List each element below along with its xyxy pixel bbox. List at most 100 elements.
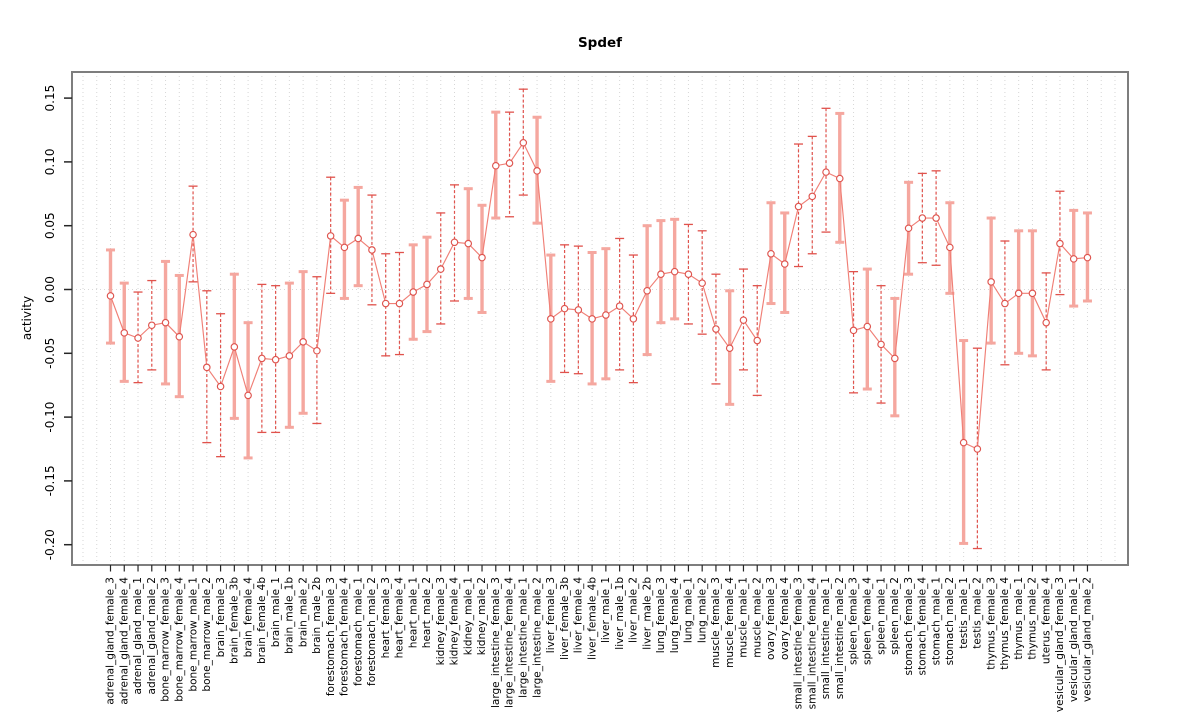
data-point — [203, 363, 211, 372]
error-bar — [917, 172, 927, 264]
data-point — [725, 344, 734, 352]
x-tick-label: adrenal_gland_male_1 — [132, 577, 144, 694]
data-point — [285, 352, 294, 360]
chart-title: Spdef — [577, 35, 623, 51]
x-tick-label: small_intestine_female_4 — [806, 577, 818, 710]
y-tick-label: 0.05 — [43, 212, 57, 239]
data-point — [863, 322, 872, 331]
x-tick-label: heart_female_3 — [380, 577, 392, 658]
error-bar — [1055, 190, 1065, 296]
x-tick-label: muscle_male_1 — [738, 577, 750, 658]
x-tick-label: liver_male_1b — [614, 577, 626, 650]
y-axis-title: activity — [20, 295, 34, 341]
data-point — [175, 332, 184, 341]
x-tick-label: brain_female_3b — [229, 577, 241, 664]
data-point — [808, 192, 817, 201]
error-bar — [147, 279, 157, 371]
data-point — [1083, 253, 1092, 262]
x-tick-label: spleen_male_2 — [889, 577, 901, 655]
data-point — [698, 279, 706, 287]
data-point — [959, 438, 968, 447]
data-point — [326, 232, 335, 240]
data-point — [464, 239, 473, 248]
data-point — [946, 243, 954, 252]
data-point — [368, 246, 376, 254]
x-tick-label: forestomach_female_4 — [339, 577, 351, 696]
data-point — [120, 329, 129, 337]
data-point — [904, 224, 913, 233]
data-point — [1069, 255, 1078, 263]
data-point — [381, 299, 390, 308]
error-bar — [615, 237, 625, 371]
data-point — [643, 287, 651, 295]
y-tick-label: -0.05 — [43, 338, 57, 369]
data-point — [836, 174, 844, 183]
data-point — [1056, 239, 1064, 248]
x-tick-label: lung_female_4 — [669, 577, 681, 654]
data-point — [767, 249, 775, 258]
error-bar — [216, 313, 226, 458]
data-point — [973, 445, 982, 453]
x-tick-label: vesicular_gland_male_1 — [1068, 577, 1080, 702]
data-point — [1001, 299, 1009, 308]
x-tick-label: muscle_male_2 — [751, 577, 763, 658]
x-tick-label: stomach_male_2 — [944, 577, 956, 665]
data-point — [423, 280, 431, 289]
x-tick-label: large_intestine_male_1 — [518, 577, 530, 698]
data-point — [684, 270, 693, 278]
x-tick-label: brain_female_4b — [256, 577, 268, 664]
error-bar — [394, 251, 404, 356]
x-tick-label: testis_male_2 — [972, 577, 984, 649]
y-tick-label: 0.00 — [43, 276, 57, 303]
x-tick-label: small_intestine_male_1 — [820, 577, 832, 699]
x-tick-label: uterus_female_4 — [1040, 577, 1052, 664]
data-point — [849, 326, 858, 335]
x-tick-label: ovary_female_4 — [779, 577, 791, 660]
data-point — [492, 161, 500, 170]
data-point — [161, 318, 170, 327]
data-point — [588, 315, 596, 323]
x-tick-label: small_intestine_male_2 — [834, 577, 846, 699]
y-tick-label: 0.15 — [43, 85, 57, 112]
x-tick-label: kidney_female_4 — [449, 577, 461, 666]
x-tick-label: stomach_male_1 — [930, 577, 942, 665]
x-tick-label: muscle_female_3 — [710, 577, 722, 668]
data-point — [258, 354, 266, 363]
error-bar — [1000, 240, 1010, 366]
data-point — [780, 260, 789, 268]
x-tick-label: liver_male_2b — [641, 577, 653, 650]
data-point — [148, 321, 156, 330]
error-bar — [821, 107, 831, 233]
data-point — [987, 278, 995, 286]
x-tick-label: adrenal_gland_female_3 — [105, 577, 117, 705]
x-tick-label: spleen_female_3 — [848, 577, 860, 665]
error-bar — [697, 230, 707, 335]
data-points — [106, 138, 1092, 453]
error-bar — [794, 143, 803, 268]
data-point — [134, 334, 142, 342]
data-point — [313, 346, 321, 355]
data-point — [519, 138, 528, 147]
x-tick-label: brain_male_1 — [270, 577, 282, 647]
data-point — [739, 316, 748, 324]
x-tick-label: heart_male_1 — [407, 577, 419, 648]
data-point — [299, 338, 307, 346]
error-bar — [849, 270, 859, 394]
error-bar — [202, 290, 212, 444]
data-point — [450, 238, 459, 247]
data-point — [1028, 289, 1037, 298]
x-tick-label: forestomach_female_3 — [325, 577, 337, 696]
x-tick-label: lung_female_3 — [655, 577, 667, 653]
data-point — [574, 306, 583, 314]
x-tick-label: brain_male_2 — [297, 577, 309, 647]
data-point — [244, 391, 252, 400]
x-tick-label: liver_female_4 — [573, 577, 585, 654]
x-tick-label: kidney_male_1 — [462, 577, 474, 655]
x-tick-label: spleen_female_4 — [862, 577, 874, 665]
x-tick-label: bone_marrow_female_4 — [174, 577, 186, 702]
x-tick-label: adrenal_gland_male_2 — [146, 577, 158, 694]
x-tick-label: kidney_female_3 — [435, 577, 447, 665]
x-tick-label: stomach_female_3 — [903, 577, 915, 675]
